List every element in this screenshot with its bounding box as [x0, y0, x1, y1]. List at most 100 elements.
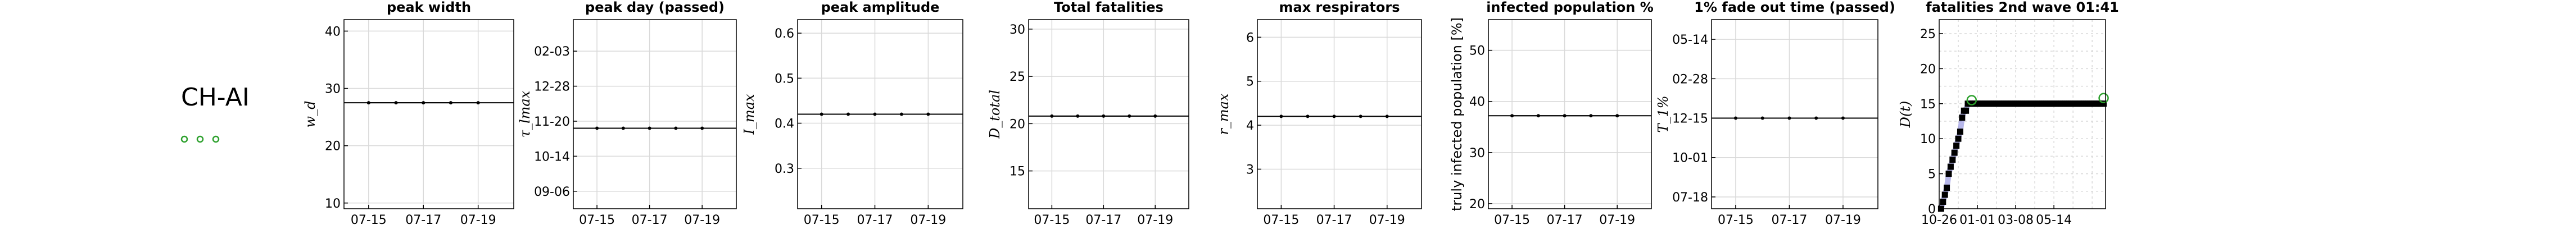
data-point: [1941, 191, 1948, 198]
y-tick-label: 5: [1246, 75, 1254, 89]
data-point: [1332, 114, 1336, 118]
data-point: [1841, 116, 1845, 120]
data-point: [1153, 114, 1157, 118]
data-point: [1787, 116, 1791, 120]
y-axis-label: D_total: [987, 90, 1003, 139]
y-tick-label: 07-18: [1672, 191, 1708, 205]
data-point: [700, 126, 704, 130]
y-tick-label: 15: [1920, 98, 1936, 112]
data-point: [1589, 114, 1593, 118]
data-point: [2100, 100, 2107, 107]
axes-frame: [573, 19, 737, 209]
y-tick-label: 15: [1009, 165, 1025, 179]
x-tick-label: 07-19: [910, 213, 946, 227]
y-tick-label: 40: [1469, 95, 1485, 109]
x-tick-label: 07-17: [1316, 213, 1352, 227]
y-tick-label: 20: [1920, 62, 1936, 76]
data-point: [899, 112, 903, 116]
axes-frame: [1939, 19, 2106, 209]
x-tick-label: 03-08: [1998, 213, 2034, 227]
y-axis-label: D(t): [1898, 101, 1913, 129]
chart-title: max respirators: [1279, 0, 1400, 15]
legend-marker: [196, 135, 204, 143]
data-point: [1955, 135, 1962, 142]
chart-title: peak day (passed): [585, 0, 725, 15]
y-tick-label: 25: [1920, 27, 1936, 42]
y-tick-label: 6: [1246, 31, 1254, 45]
data-point: [422, 101, 425, 105]
y-tick-label: 20: [1009, 117, 1025, 131]
y-axis-label: r_max: [1216, 93, 1232, 135]
y-tick-label: 5: [1928, 168, 1936, 182]
data-point: [1949, 157, 1956, 163]
x-tick-label: 07-17: [1771, 213, 1807, 227]
data-point: [1306, 114, 1310, 118]
y-tick-label: 3: [1246, 163, 1254, 177]
data-point: [1940, 199, 1946, 205]
x-tick-label: 07-19: [684, 213, 720, 227]
y-tick-label: 12-15: [1672, 112, 1708, 126]
chart-panel-3: 0.3 0.4 0.5 0.6 07-15 07-17 07-19 peak amplitud…: [741, 0, 963, 227]
data-point: [449, 101, 452, 105]
y-tick-label: 25: [1009, 70, 1025, 84]
y-tick-label: 0.5: [775, 72, 794, 86]
chart-panel-6: 20 30 40 50 07-15 07-17 07-19 infected populati…: [1449, 0, 1654, 227]
y-axis-label: T_1%: [1655, 95, 1671, 132]
y-tick-label: 10-01: [1672, 152, 1708, 166]
axes-frame: [797, 19, 963, 209]
x-tick-label: 07-19: [460, 213, 496, 227]
data-point: [926, 112, 930, 116]
data-point: [648, 126, 651, 130]
x-tick-label: 07-15: [1718, 213, 1754, 227]
data-point: [1951, 149, 1958, 156]
y-axis-label: I_max: [741, 94, 757, 135]
y-tick-label: 12-28: [534, 80, 570, 94]
chart-panel-5: 3 4 5 6 07-15 07-17 07-19 max respirators r_max: [1216, 0, 1422, 227]
legend-marker: [212, 135, 220, 143]
data-point: [1102, 114, 1106, 118]
axes-frame: [343, 19, 514, 209]
x-tick-label: 07-17: [405, 213, 441, 227]
y-tick-label: 40: [325, 25, 341, 39]
y-axis-label: τ_lmax: [517, 90, 533, 137]
axes-frame: [1028, 19, 1189, 209]
legend-marker: [180, 135, 188, 143]
x-tick-label: 07-17: [632, 213, 668, 227]
x-tick-label: 07-15: [579, 213, 615, 227]
chart-panel-7: 07-18 10-01 12-15 02-28 05-14 07-15 07-17 07-19…: [1655, 0, 1895, 227]
data-point: [1953, 143, 1960, 149]
y-tick-label: 02-03: [534, 45, 570, 59]
data-point: [1536, 114, 1540, 118]
y-tick-label: 20: [325, 140, 341, 154]
x-tick-label: 01-01: [1959, 213, 1995, 227]
chart-title: 1% fade out time (passed): [1694, 0, 1895, 15]
data-point: [1076, 114, 1080, 118]
green-marker: [2098, 93, 2109, 104]
y-tick-label: 4: [1246, 119, 1254, 133]
axes-frame: [1257, 19, 1422, 209]
chart-panel-2: 09-06 10-14 11-20 12-28 02-03 07-15 07-17 07-19…: [517, 0, 737, 227]
data-point: [621, 126, 625, 130]
x-tick-label: 07-19: [1369, 213, 1405, 227]
x-tick-label: 07-19: [1137, 213, 1173, 227]
chart-panel-1: 10 20 30 40 07-15 07-17 07-19 peak width w_d: [302, 0, 514, 227]
data-point: [394, 101, 398, 105]
data-point: [1760, 116, 1764, 120]
x-tick-label: 07-19: [1599, 213, 1635, 227]
y-tick-label: 0.4: [775, 117, 794, 131]
y-tick-label: 30: [325, 82, 341, 97]
data-point: [1615, 114, 1619, 118]
data-point: [1279, 114, 1283, 118]
data-point: [1510, 114, 1514, 118]
x-tick-label: 07-17: [1085, 213, 1121, 227]
x-tick-label: 07-19: [1825, 213, 1861, 227]
x-tick-label: 07-15: [1494, 213, 1530, 227]
axes-frame: [1711, 19, 1878, 209]
data-point: [1733, 116, 1737, 120]
x-tick-label: 07-15: [1034, 213, 1070, 227]
x-tick-label: 07-15: [804, 213, 840, 227]
data-point: [1944, 185, 1950, 191]
x-tick-label: 07-17: [1547, 213, 1583, 227]
x-tick-label: 07-15: [351, 213, 387, 227]
